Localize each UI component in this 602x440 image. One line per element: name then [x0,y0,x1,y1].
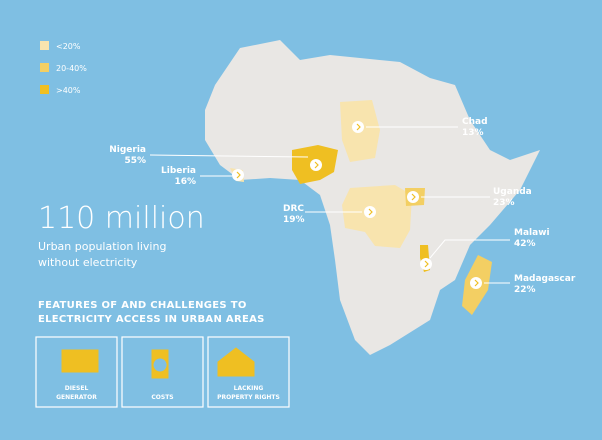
marker-icon [474,279,479,287]
country-marker [232,169,244,181]
leader-line [429,239,510,259]
feature-label: COSTS [151,394,173,401]
feature-box [207,336,290,408]
country-marker [420,258,432,270]
marker-icon [368,208,373,216]
feature-icon [61,349,99,373]
country-name: Malawi [514,228,550,238]
legend-label: <20% [56,42,81,51]
feature-box [35,336,118,408]
country-value: 16% [174,177,196,187]
legend-swatch [40,85,49,94]
country-value: 23% [493,198,515,208]
country-marker [364,206,376,218]
legend-label: 20-40% [56,64,87,73]
legend-swatch [40,41,49,50]
marker-icon [424,260,429,268]
feature-icon [151,349,169,379]
country-name: Liberia [161,166,196,176]
feature-label: PROPERTY RIGHTS [217,394,280,401]
feature-label: GENERATOR [56,394,97,401]
country-name: Madagascar [514,274,576,284]
country-value: 19% [283,215,305,225]
country-value: 13% [462,128,484,138]
marker-icon [314,161,319,169]
country-name: Chad [462,117,488,127]
country-name: Nigeria [109,145,146,155]
country-name: Uganda [493,187,532,197]
headline-text: Urban population living [38,240,166,253]
feature-icon [217,347,255,377]
country-marker [407,191,419,203]
headline-value: 110 million [38,201,205,236]
marker-icon [411,193,416,201]
country-marker [310,159,322,171]
features-title: ELECTRICITY ACCESS IN URBAN AREAS [38,314,265,325]
country-value: 55% [124,156,146,166]
country-name: DRC [283,204,304,214]
country-value: 42% [514,239,536,249]
country [342,185,412,248]
country-marker [470,277,482,289]
legend-label: >40% [56,86,81,95]
country-value: 22% [514,285,536,295]
features-title: FEATURES OF AND CHALLENGES TO [38,300,247,311]
feature-label: DIESEL [65,385,89,392]
leader-line [149,154,309,158]
feature-box [121,336,204,408]
country-marker [352,121,364,133]
legend-swatch [40,63,49,72]
feature-label: LACKING [234,385,264,392]
marker-icon [356,123,361,131]
marker-icon [236,171,241,179]
headline-text: without electricity [38,256,138,269]
